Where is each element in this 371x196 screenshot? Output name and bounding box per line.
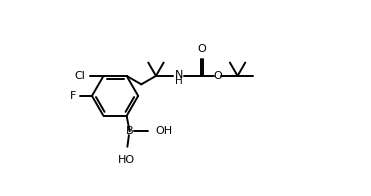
Text: B: B (126, 126, 134, 136)
Text: O: O (197, 44, 206, 54)
Text: O: O (213, 71, 222, 81)
Text: H: H (175, 76, 183, 86)
Text: HO: HO (118, 155, 135, 165)
Text: Cl: Cl (74, 71, 85, 81)
Text: N: N (175, 70, 183, 80)
Text: OH: OH (155, 126, 172, 136)
Text: F: F (69, 91, 76, 101)
